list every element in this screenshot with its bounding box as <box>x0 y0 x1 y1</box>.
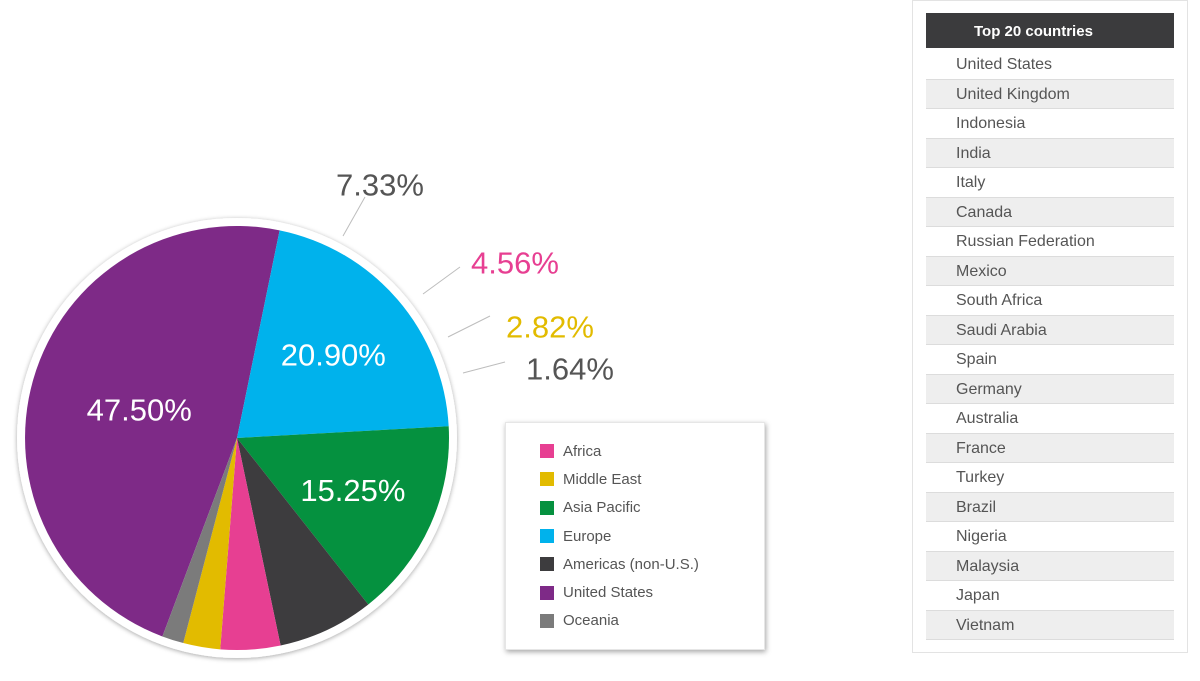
legend-swatch <box>540 529 554 544</box>
table-row: Italy <box>926 168 1174 198</box>
pie-slice-middle-east <box>183 438 237 650</box>
leader-line-americas-non-u-s <box>342 196 366 237</box>
table-row: Canada <box>926 197 1174 227</box>
legend-swatch <box>540 472 554 487</box>
legend-item: Middle East <box>540 465 764 493</box>
leader-line-africa <box>422 266 461 295</box>
slice-label-united-states: 47.50% <box>87 392 192 427</box>
table-header: Top 20 countries <box>926 13 1174 48</box>
legend-label: Oceania <box>563 612 619 630</box>
table-row: France <box>926 433 1174 463</box>
legend-label: Africa <box>563 442 602 460</box>
top-countries-table: Top 20 countries United States United Kin… <box>912 0 1188 653</box>
table-row: Germany <box>926 374 1174 404</box>
table-row: Mexico <box>926 256 1174 286</box>
pie-slice-united-states <box>25 226 280 637</box>
table-row: Malaysia <box>926 551 1174 581</box>
legend-item: United States <box>540 578 764 606</box>
legend-swatch <box>540 585 554 600</box>
table-row: Brazil <box>926 492 1174 522</box>
slice-label-europe: 20.90% <box>281 337 386 372</box>
pie-slice-africa <box>220 438 281 650</box>
table-row: United Kingdom <box>926 79 1174 109</box>
leader-line-middle-east <box>447 315 491 338</box>
legend-swatch <box>540 500 554 515</box>
table-row: Indonesia <box>926 109 1174 139</box>
table-rows: United States United Kingdom Indonesia Indi… <box>926 50 1174 640</box>
leader-line-oceania <box>462 361 506 374</box>
chart-legend: Africa Middle East Asia Pacific Europe Ameri… <box>505 422 765 650</box>
table-row: Nigeria <box>926 522 1174 552</box>
pie-chart: 47.50% 20.90% 15.25% 7.33% 4.56% 2.82% 1.64% <box>17 168 614 658</box>
table-row: South Africa <box>926 286 1174 316</box>
legend-label: United States <box>563 584 654 602</box>
legend-label: Europe <box>563 527 612 545</box>
legend-item: Europe <box>540 522 764 550</box>
table-row: Australia <box>926 404 1174 434</box>
slice-label-asia-pacific: 15.25% <box>300 473 405 508</box>
pie-slice-oceania <box>162 438 237 644</box>
legend-item: Africa <box>540 437 764 465</box>
legend-swatch <box>540 613 554 628</box>
table-row: Turkey <box>926 463 1174 493</box>
table-row: Russian Federation <box>926 227 1174 257</box>
table-row: Vietnam <box>926 610 1174 640</box>
legend-list: Africa Middle East Asia Pacific Europe Ameri… <box>506 423 764 635</box>
legend-item: Oceania <box>540 607 764 635</box>
slice-label-middle-east: 2.82% <box>506 310 594 345</box>
legend-swatch <box>540 444 554 459</box>
slice-label-africa: 4.56% <box>471 246 559 281</box>
table-row: Saudi Arabia <box>926 315 1174 345</box>
pie-slice-asia-pacific <box>237 426 450 605</box>
table-row: Japan <box>926 581 1174 611</box>
pie-slice-americas-non-u-s <box>237 438 369 646</box>
table-row: India <box>926 138 1174 168</box>
legend-label: Asia Pacific <box>563 499 641 517</box>
slice-label-oceania: 1.64% <box>526 352 614 387</box>
legend-label: Americas (non-U.S.) <box>563 555 699 573</box>
legend-item: Americas (non-U.S.) <box>540 550 764 578</box>
table-row: Spain <box>926 345 1174 375</box>
table-row: United States <box>926 50 1174 80</box>
legend-label: Middle East <box>563 470 642 488</box>
legend-swatch <box>540 557 554 572</box>
slice-label-americas-non-u-s: 7.33% <box>336 168 424 203</box>
pie-slice-europe <box>237 230 449 438</box>
legend-item: Asia Pacific <box>540 494 764 522</box>
